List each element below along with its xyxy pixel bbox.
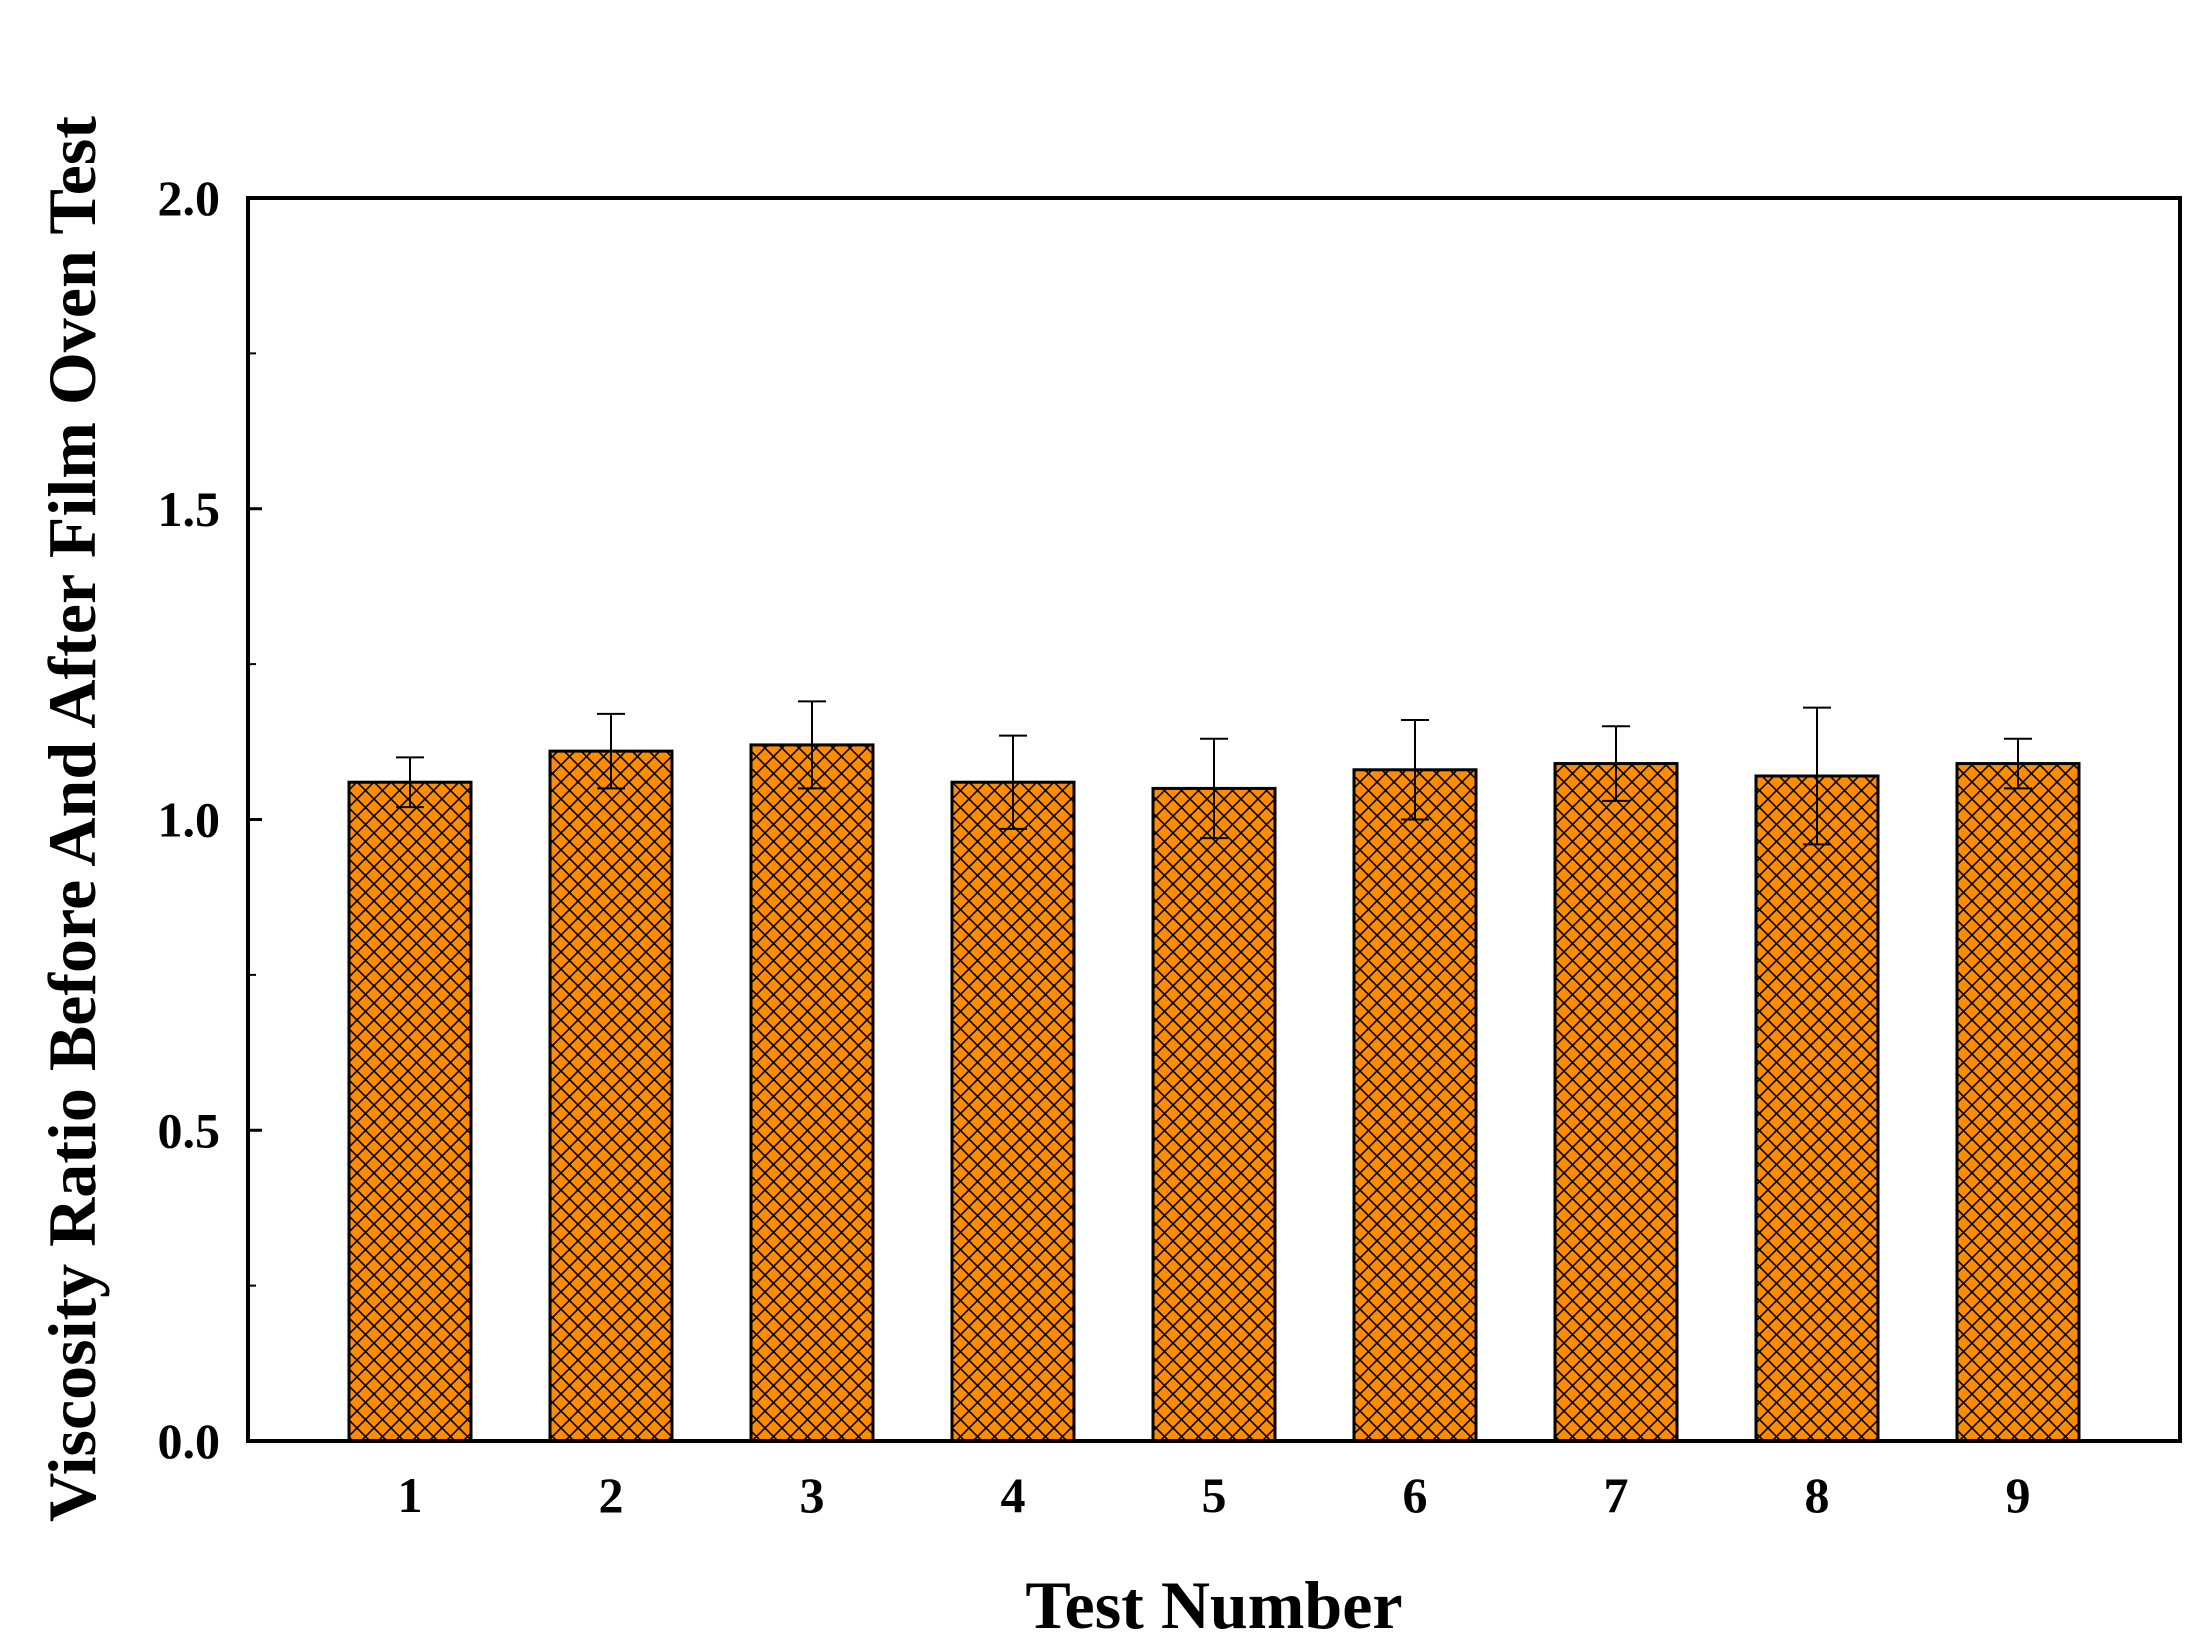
bar-3	[749, 743, 875, 1443]
x-tick-label-6: 6	[1403, 1467, 1428, 1523]
x-tick-label-4: 4	[1001, 1467, 1026, 1523]
y-tick-label-0.0: 0.0	[158, 1413, 221, 1469]
y-tick-label-2.0: 2.0	[158, 170, 221, 226]
y-tick-label-0.5: 0.5	[158, 1102, 221, 1158]
y-tick-label-1.5: 1.5	[158, 481, 221, 537]
bar-9	[1955, 762, 2081, 1443]
bar-5	[1151, 786, 1277, 1443]
bar-1	[347, 780, 473, 1443]
y-axis-title: Viscosity Ratio Before And After Film Ov…	[34, 116, 110, 1522]
x-axis-title: Test Number	[1025, 1567, 1402, 1643]
bar-8	[1754, 774, 1880, 1443]
x-tick-label-9: 9	[2006, 1467, 2031, 1523]
bars-layer	[347, 743, 2081, 1443]
y-axis: 0.0 0.5 1.0 1.5 2.0	[158, 170, 262, 1469]
x-tick-label-8: 8	[1805, 1467, 1830, 1523]
x-tick-label-5: 5	[1202, 1467, 1227, 1523]
bar-4	[950, 780, 1076, 1443]
x-tick-label-2: 2	[599, 1467, 624, 1523]
x-tick-label-7: 7	[1604, 1467, 1629, 1523]
x-axis: 1 2 3 4 5 6 7 8 9	[398, 1467, 2031, 1523]
y-tick-label-1.0: 1.0	[158, 792, 221, 848]
x-tick-label-3: 3	[800, 1467, 825, 1523]
error-bars-layer	[396, 700, 2032, 846]
bar-2	[548, 749, 674, 1443]
bar-7	[1553, 762, 1679, 1443]
x-tick-label-1: 1	[398, 1467, 423, 1523]
bar-6	[1352, 768, 1478, 1443]
